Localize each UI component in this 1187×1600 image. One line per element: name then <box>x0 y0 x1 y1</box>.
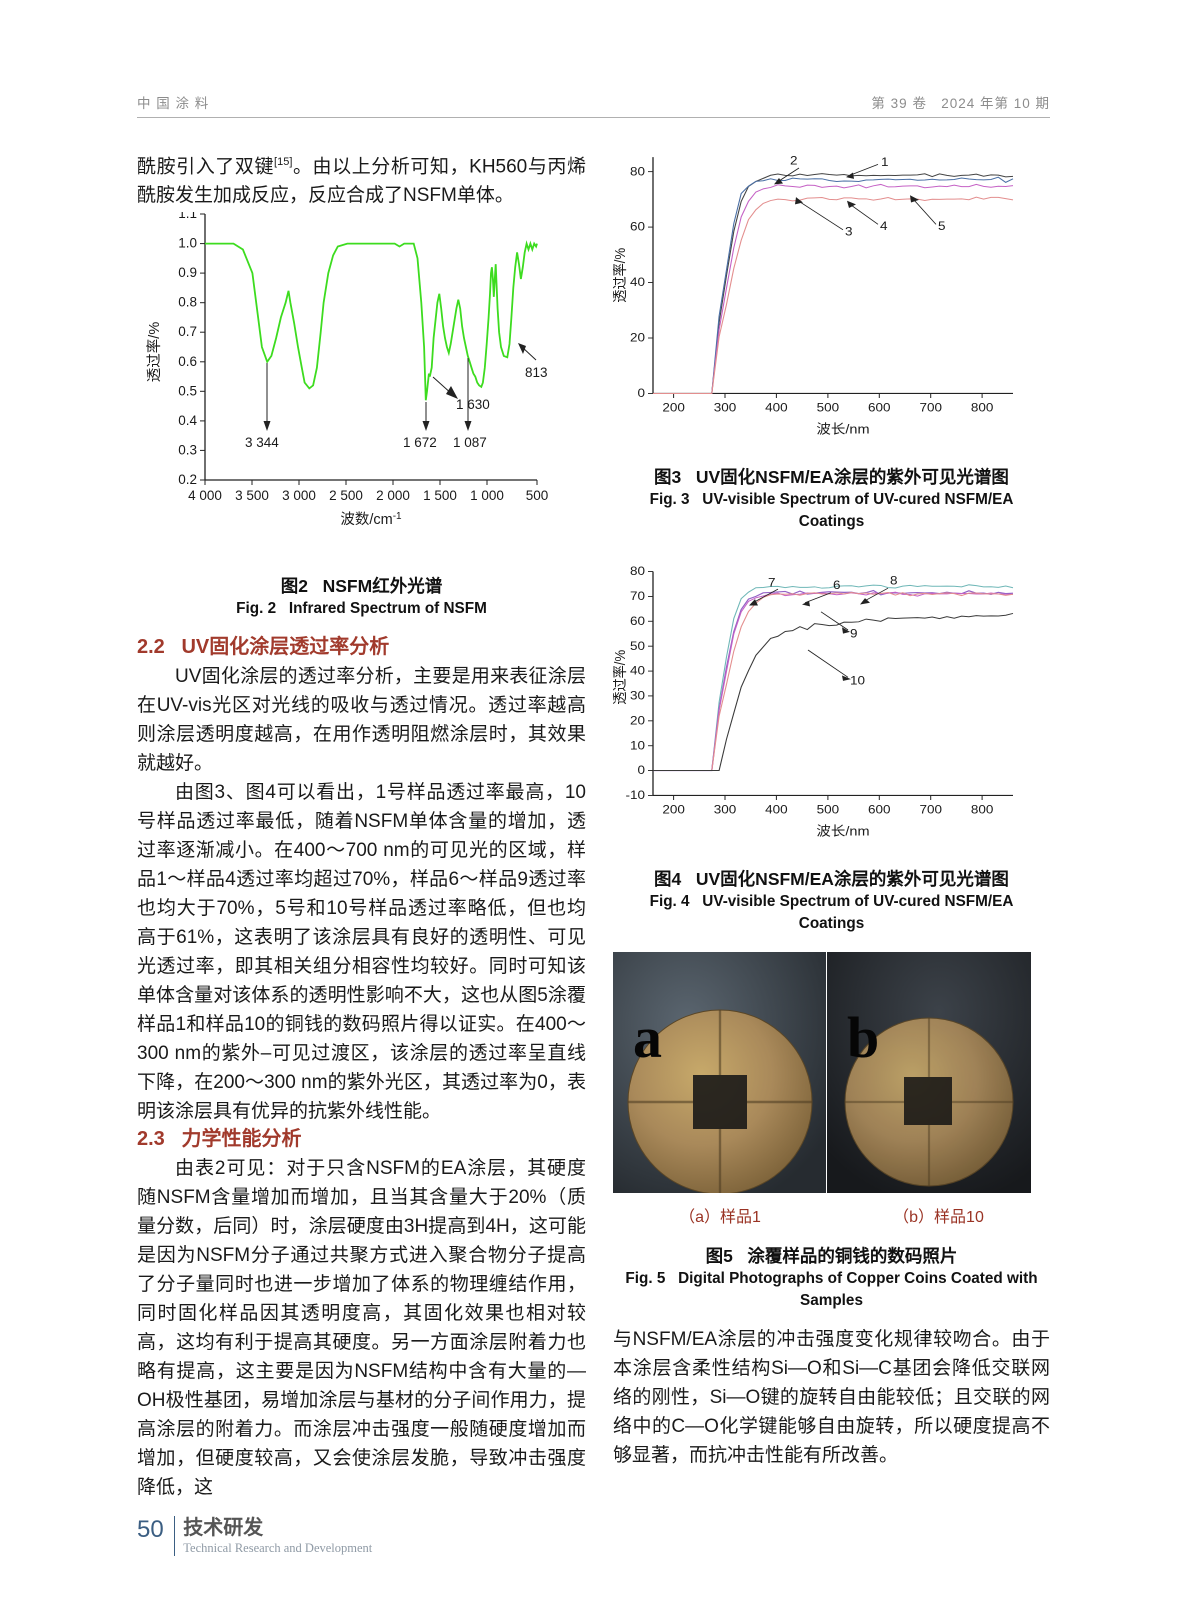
svg-text:600: 600 <box>868 400 891 414</box>
svg-text:30: 30 <box>630 688 645 702</box>
svg-text:400: 400 <box>765 802 788 816</box>
svg-text:0.7: 0.7 <box>178 325 197 340</box>
svg-text:600: 600 <box>868 802 891 816</box>
svg-text:1 500: 1 500 <box>423 488 457 503</box>
svg-text:60: 60 <box>630 219 645 233</box>
svg-text:1 000: 1 000 <box>470 488 504 503</box>
svg-text:波长/nm: 波长/nm <box>816 421 869 436</box>
svg-text:60: 60 <box>630 613 645 627</box>
svg-text:透过率/%: 透过率/% <box>613 650 628 705</box>
svg-text:70: 70 <box>630 589 645 603</box>
svg-text:500: 500 <box>817 802 840 816</box>
svg-text:5: 5 <box>938 218 946 232</box>
svg-text:1.0: 1.0 <box>178 236 197 251</box>
svg-text:9: 9 <box>850 626 858 640</box>
svg-text:1 672: 1 672 <box>403 435 437 450</box>
svg-text:700: 700 <box>919 802 942 816</box>
svg-text:8: 8 <box>890 573 898 587</box>
svg-text:透过率/%: 透过率/% <box>146 322 163 383</box>
svg-text:1 630: 1 630 <box>456 397 490 412</box>
svg-text:2 000: 2 000 <box>376 488 410 503</box>
svg-text:0.8: 0.8 <box>178 295 197 310</box>
svg-text:80: 80 <box>630 164 645 178</box>
svg-text:波数/cm-1: 波数/cm-1 <box>340 511 402 528</box>
svg-text:3 500: 3 500 <box>235 488 269 503</box>
svg-text:200: 200 <box>662 802 685 816</box>
svg-text:1.1: 1.1 <box>178 212 197 221</box>
svg-text:1: 1 <box>881 155 889 169</box>
svg-text:4 000: 4 000 <box>188 488 222 503</box>
svg-text:20: 20 <box>630 330 645 344</box>
svg-text:813: 813 <box>525 365 548 380</box>
svg-text:0: 0 <box>637 763 645 777</box>
svg-text:0.3: 0.3 <box>178 443 197 458</box>
svg-text:700: 700 <box>919 400 942 414</box>
svg-text:2: 2 <box>790 153 798 167</box>
svg-text:3: 3 <box>845 224 853 238</box>
svg-text:-10: -10 <box>625 788 645 802</box>
svg-text:0.9: 0.9 <box>178 265 197 280</box>
svg-text:20: 20 <box>630 713 645 727</box>
svg-text:6: 6 <box>833 578 841 592</box>
svg-text:1 087: 1 087 <box>453 435 487 450</box>
svg-text:50: 50 <box>630 638 645 652</box>
svg-text:0.4: 0.4 <box>178 413 197 428</box>
svg-text:2 500: 2 500 <box>329 488 363 503</box>
svg-text:40: 40 <box>630 663 645 677</box>
svg-text:7: 7 <box>768 575 776 589</box>
svg-text:300: 300 <box>714 400 737 414</box>
svg-text:4: 4 <box>880 218 888 232</box>
svg-text:300: 300 <box>714 802 737 816</box>
svg-text:a: a <box>633 1005 662 1070</box>
svg-text:80: 80 <box>630 564 645 578</box>
svg-text:b: b <box>847 1005 879 1070</box>
svg-text:0: 0 <box>637 386 645 400</box>
svg-text:0.5: 0.5 <box>178 384 197 399</box>
svg-text:400: 400 <box>765 400 788 414</box>
svg-text:3 000: 3 000 <box>282 488 316 503</box>
svg-text:0.6: 0.6 <box>178 354 197 369</box>
svg-text:500: 500 <box>526 488 549 503</box>
svg-text:40: 40 <box>630 275 645 289</box>
svg-text:10: 10 <box>850 673 865 687</box>
svg-text:10: 10 <box>630 738 645 752</box>
svg-text:3 344: 3 344 <box>245 435 279 450</box>
svg-text:0.2: 0.2 <box>178 472 197 487</box>
svg-text:800: 800 <box>971 400 994 414</box>
svg-text:800: 800 <box>971 802 994 816</box>
svg-text:200: 200 <box>662 400 685 414</box>
svg-text:波长/nm: 波长/nm <box>816 823 869 838</box>
svg-text:透过率/%: 透过率/% <box>613 248 628 303</box>
svg-text:500: 500 <box>817 400 840 414</box>
